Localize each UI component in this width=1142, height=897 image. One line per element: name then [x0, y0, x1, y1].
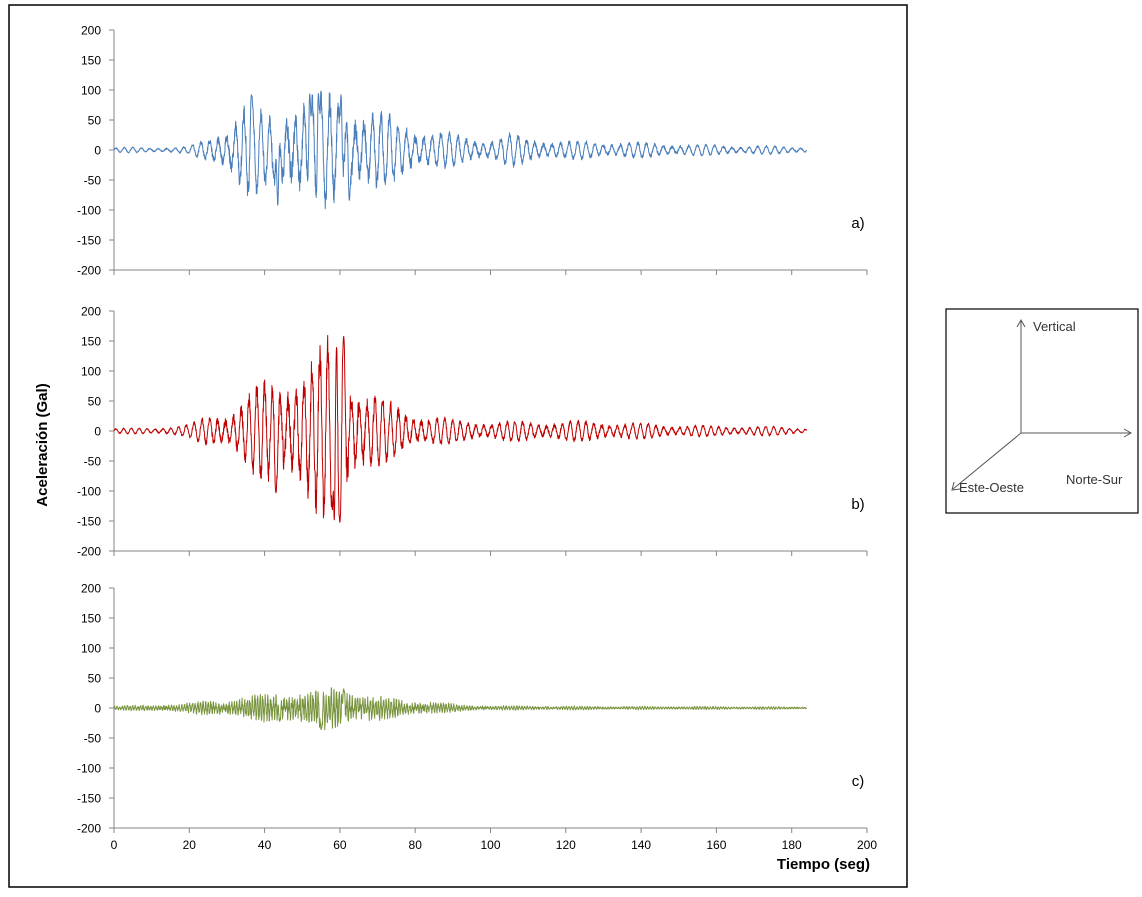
y-tick-label: 200	[81, 305, 101, 319]
y-tick-label: -150	[77, 515, 101, 529]
y-tick-label: 50	[88, 672, 102, 686]
x-tick-label: 100	[480, 838, 500, 852]
y-tick-label: -150	[77, 792, 101, 806]
vertical-arrowhead	[1016, 318, 1026, 328]
y-tick-label: -200	[77, 822, 101, 836]
panel-label: b)	[851, 496, 864, 513]
panel-2: 200 150 100 50 0 -50 -100 -150 -200 b)	[77, 305, 868, 559]
y-tick-label: -100	[77, 762, 101, 776]
y-tick-label: 50	[88, 114, 102, 128]
x-tick-label: 160	[706, 838, 726, 852]
x-tick-label: 140	[631, 838, 651, 852]
x-tick-label: 80	[409, 838, 423, 852]
y-tick-label: 200	[81, 582, 101, 596]
y-tick-label: -100	[77, 485, 101, 499]
y-tick-label: -100	[77, 204, 101, 218]
north-south-arrowhead	[1123, 428, 1133, 438]
panel-3: 200 150 100 50 0 -50 -100 -150 -200 0 20 40 60 80 100 1…	[77, 582, 877, 853]
series-line	[113, 334, 808, 523]
y-tick-label: 0	[94, 425, 101, 439]
y-tick-label: -50	[84, 455, 102, 469]
y-axis-label: Aceleración (Gal)	[34, 383, 51, 506]
y-tick-label: -200	[77, 545, 101, 559]
x-tick-label: 20	[183, 838, 197, 852]
x-axis-label: Tiempo (seg)	[777, 856, 870, 873]
y-tick-label: 150	[81, 54, 101, 68]
y-tick-label: -150	[77, 234, 101, 248]
y-tick-label: 0	[94, 702, 101, 716]
panel-1: 200 150 100 50 0 -50 -100 -150 -200 a)	[77, 24, 868, 278]
series-line	[113, 687, 807, 731]
east-west-arrowhead	[951, 481, 961, 491]
inset-frame	[945, 308, 1139, 514]
y-tick-label: 100	[81, 84, 101, 98]
y-tick-label: 150	[81, 612, 101, 626]
x-tick-label: 120	[556, 838, 576, 852]
y-tick-label: -50	[84, 174, 102, 188]
x-tick-label: 40	[258, 838, 272, 852]
axes-inset: Vertical Norte-Sur Este-Oeste	[945, 308, 1139, 514]
panel-label: c)	[852, 773, 865, 790]
panels-group: 200150100500-50-100-150-200a)20015010050…	[77, 24, 877, 853]
x-tick-label: 200	[857, 838, 877, 852]
x-tick-label: 0	[111, 838, 118, 852]
figure-frame	[8, 4, 908, 888]
y-tick-label: 150	[81, 335, 101, 349]
vertical-label: Vertical	[1033, 319, 1076, 334]
series-line	[113, 90, 808, 210]
y-tick-label: -200	[77, 264, 101, 278]
y-tick-label: 50	[88, 395, 102, 409]
east-west-label: Este-Oeste	[959, 480, 1024, 495]
y-tick-label: 0	[94, 144, 101, 158]
y-tick-label: 100	[81, 642, 101, 656]
panel-label: a)	[851, 215, 864, 232]
north-south-label: Norte-Sur	[1066, 472, 1123, 487]
y-tick-label: -50	[84, 732, 102, 746]
east-west-axis-arrow	[952, 432, 1022, 490]
y-tick-label: 200	[81, 24, 101, 38]
x-tick-label: 180	[782, 838, 802, 852]
x-tick-label: 60	[333, 838, 347, 852]
y-tick-label: 100	[81, 365, 101, 379]
